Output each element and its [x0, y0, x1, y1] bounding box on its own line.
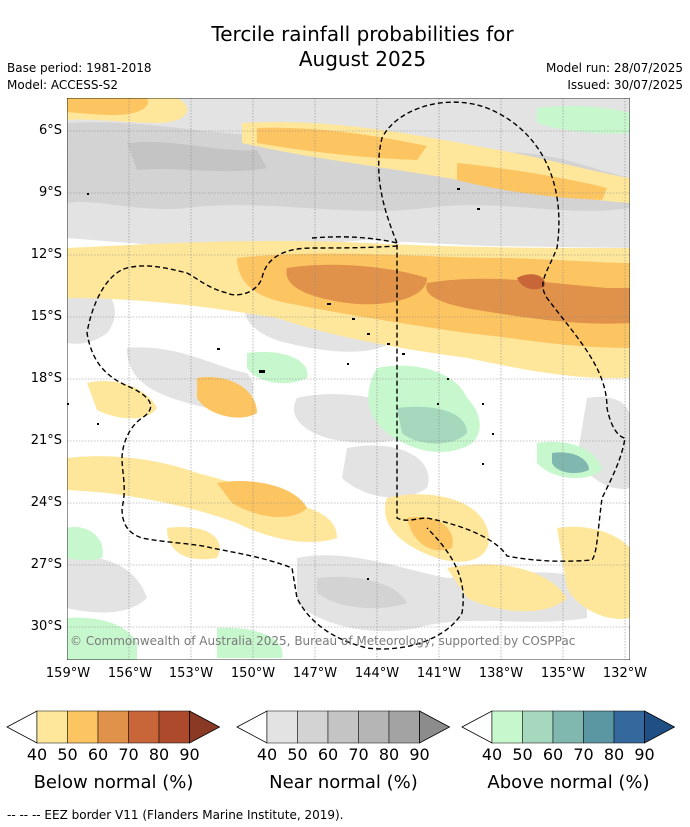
colorbar-tick-label: 60 — [542, 745, 564, 764]
below-normal-areas — [67, 98, 630, 619]
colorbar-tick-label: 60 — [317, 745, 339, 764]
colorbar-tick-label: 70 — [118, 745, 139, 764]
eez-footnote: -- -- -- EEZ border V11 (Flanders Marine… — [7, 808, 344, 822]
lon-tick: 132°W — [602, 666, 648, 681]
colorbar-segment — [491, 710, 523, 744]
colorbar-tick-label: 80 — [148, 745, 170, 764]
colorbars — [6, 710, 676, 744]
above-normal-colorbar — [461, 710, 676, 744]
colorbar-segment — [297, 710, 329, 744]
lat-tick: 30°S — [30, 619, 62, 634]
lon-tick: 156°W — [107, 666, 153, 681]
colorbar-tick-label: 80 — [603, 745, 625, 764]
colorbar-segment — [358, 710, 390, 744]
lon-tick: 153°W — [168, 666, 214, 681]
below-normal-title: Below normal (%) — [33, 772, 194, 793]
colorbar-right-arrow — [419, 710, 451, 744]
copyright-notice: © Commonwealth of Australia 2025, Bureau… — [70, 634, 576, 648]
colorbar-segment — [128, 710, 160, 744]
colorbar-tick-label: 50 — [287, 745, 308, 764]
colorbar-tick-label: 70 — [348, 745, 369, 764]
map-title: Tercile rainfall probabilities for Augus… — [211, 22, 514, 71]
colorbar-segment — [583, 710, 615, 744]
above-normal-areas — [67, 105, 630, 660]
colorbar-right-arrow — [644, 710, 676, 744]
meta-right: Model run: 28/07/2025 Issued: 30/07/2025 — [546, 60, 683, 94]
lat-tick: 24°S — [30, 495, 62, 510]
colorbar-segment — [388, 710, 420, 744]
near-normal-title: Near normal (%) — [269, 772, 418, 793]
colorbar-tick-label: 90 — [409, 745, 430, 764]
lat-tick: 12°S — [30, 247, 62, 262]
colorbar-tick-label: 90 — [179, 745, 200, 764]
colorbar-right-arrow — [189, 710, 221, 744]
colorbar-segment — [97, 710, 129, 744]
colorbar-segment — [327, 710, 359, 744]
colorbar-segment — [36, 710, 68, 744]
colorbar-segment — [266, 710, 298, 744]
colorbar-segment — [613, 710, 645, 744]
colorbar-tick-label: 50 — [57, 745, 78, 764]
colorbar-segment — [158, 710, 190, 744]
islands — [67, 188, 494, 580]
lat-tick: 9°S — [38, 185, 62, 200]
colorbar-tick-label: 70 — [573, 745, 594, 764]
colorbar-tick-label: 60 — [87, 745, 109, 764]
model-label: Model: ACCESS-S2 — [7, 78, 119, 92]
issued-label: Issued: 30/07/2025 — [567, 78, 683, 92]
model-run-label: Model run: 28/07/2025 — [545, 61, 683, 75]
lon-tick: 141°W — [416, 666, 462, 681]
colorbar-segment — [552, 710, 584, 744]
lon-tick: 159°W — [45, 666, 91, 681]
lon-tick: 138°W — [478, 666, 524, 681]
colorbar-tick-label: 40 — [256, 745, 278, 764]
lon-tick: 147°W — [292, 666, 338, 681]
colorbar-segment — [522, 710, 554, 744]
lon-tick: 135°W — [540, 666, 586, 681]
graticule — [67, 98, 630, 660]
above-normal-title: Above normal (%) — [487, 772, 650, 793]
lat-tick: 27°S — [30, 557, 62, 572]
eez-borders — [86, 101, 626, 650]
colorbar-tick-label: 80 — [378, 745, 400, 764]
lat-tick: 21°S — [30, 433, 62, 448]
colorbar-left-arrow — [461, 710, 493, 744]
lat-tick: 15°S — [30, 309, 62, 324]
lat-tick: 6°S — [38, 123, 62, 138]
base-period-label: Base period: 1981-2018 — [7, 61, 152, 75]
meta-left: Base period: 1981-2018 Model: ACCESS-S2 — [7, 60, 152, 94]
lat-tick: 18°S — [30, 371, 62, 386]
lon-tick: 150°W — [230, 666, 276, 681]
below-normal-colorbar — [6, 710, 221, 744]
colorbar-tick-label: 40 — [26, 745, 48, 764]
colorbar-left-arrow — [6, 710, 38, 744]
lon-tick: 144°W — [354, 666, 400, 681]
colorbar-tick-label: 40 — [481, 745, 503, 764]
colorbar-tick-label: 50 — [512, 745, 533, 764]
rainfall-map — [67, 98, 630, 660]
colorbar-segment — [67, 710, 99, 744]
near-normal-colorbar — [236, 710, 451, 744]
colorbar-tick-label: 90 — [634, 745, 655, 764]
colorbar-left-arrow — [236, 710, 268, 744]
